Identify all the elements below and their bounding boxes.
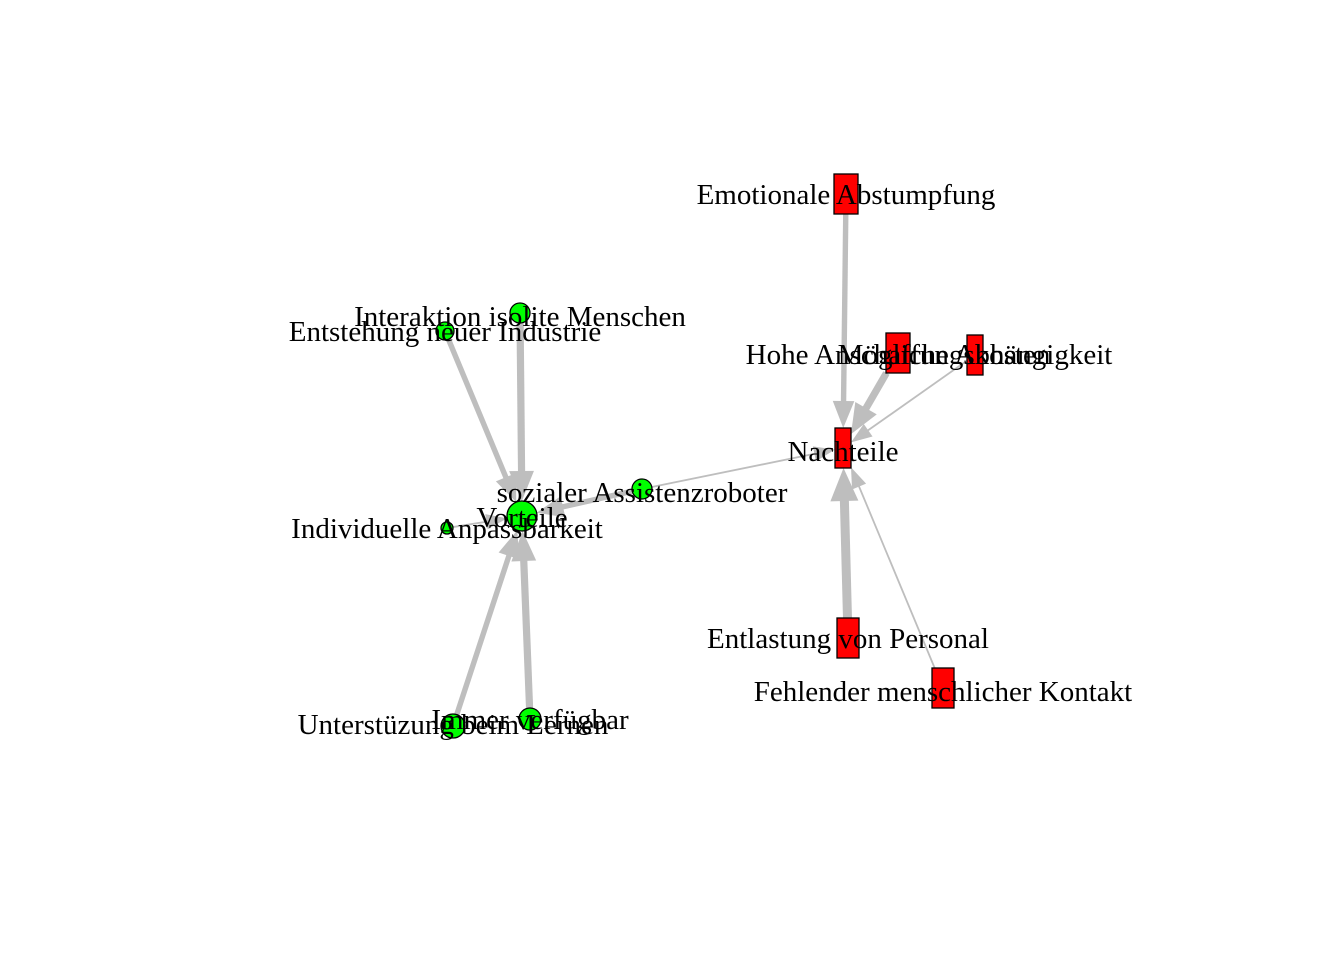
edge-arrowhead: [832, 400, 855, 428]
node-nachteile: [834, 427, 852, 469]
node-fehlender: [931, 667, 955, 709]
edge-arrowhead: [495, 473, 517, 503]
node-entlastung: [836, 617, 860, 659]
edge-emotionale-to-nachteile: [832, 213, 855, 428]
node-entstehung: [435, 321, 455, 341]
node-label-emotionale: Emotionale Abstumpfung: [697, 179, 996, 211]
edge-arrowhead: [498, 530, 520, 560]
node-immer: [518, 707, 542, 731]
node-hohe: [885, 332, 911, 374]
edge-line: [651, 452, 817, 488]
nodes-layer: [435, 173, 984, 739]
edge-line: [866, 359, 968, 433]
node-label-hohe: Hohe Anschaffungskosten: [746, 339, 1051, 371]
edge-line: [840, 213, 849, 404]
node-label-immer: Immer verfügbar: [431, 704, 629, 736]
node-label-sozialer: sozialer Assistenzroboter: [497, 477, 788, 509]
edges-layer: [445, 213, 968, 716]
edge-line: [445, 338, 510, 481]
edge-fehlender-to-nachteile: [851, 467, 936, 669]
edge-arrowhead: [536, 496, 566, 518]
edge-arrowhead: [485, 514, 508, 530]
node-label-fehlender: Fehlender menschlicher Kontakt: [754, 676, 1133, 708]
node-label-entlastung: Entlastung von Personal: [707, 623, 989, 655]
node-emotionale: [833, 173, 859, 215]
edge-line: [857, 484, 936, 669]
edge-arrowhead: [830, 468, 859, 502]
edge-interaktion-to-vorteile: [509, 322, 534, 502]
edge-line: [839, 498, 852, 619]
edge-arrowhead: [851, 402, 877, 435]
edge-sozialer-to-nachteile: [651, 446, 835, 488]
node-label-vorteile: Vorteile: [476, 502, 567, 534]
edge-line: [452, 520, 489, 528]
node-label-moegliche: Mögliche Abhängigkeit: [838, 339, 1113, 371]
node-label-unterstuezung: Unterstüzung beim Lernen: [298, 709, 609, 741]
node-vorteile: [506, 500, 538, 532]
edge-moegliche-to-nachteile: [851, 359, 968, 443]
edge-line: [520, 558, 534, 709]
node-moegliche: [966, 334, 984, 376]
edge-line: [861, 371, 890, 412]
edge-line: [560, 488, 633, 510]
edge-line: [516, 322, 526, 474]
node-label-nachteile: Nachteile: [787, 436, 898, 468]
edge-individuelle-to-vorteile: [452, 514, 508, 530]
labels-layer: Vorteile Nachteile sozialer Assistenzrobot…: [289, 179, 1132, 741]
edge-line: [454, 553, 513, 716]
node-label-entstehung: Entstehung neuer Industrie: [289, 316, 601, 348]
edge-arrowhead: [812, 446, 835, 462]
edge-sozialer-to-vorteile: [536, 488, 633, 518]
edge-entlastung-to-nachteile: [830, 468, 859, 619]
edge-hohe-to-nachteile: [851, 371, 890, 435]
node-label-interaktion: Interaktion isolite Menschen: [354, 301, 686, 333]
node-individuelle: [440, 521, 454, 535]
edge-arrowhead: [851, 424, 873, 443]
edge-unterstuezung-to-vorteile: [454, 530, 520, 716]
node-label-individuelle: Individuelle Anpassbarkeit: [291, 513, 603, 545]
edge-entstehung-to-vorteile: [445, 338, 517, 503]
edge-arrowhead: [851, 467, 867, 490]
node-interaktion: [509, 302, 531, 324]
node-sozialer: [631, 478, 653, 500]
node-unterstuezung: [440, 713, 466, 739]
